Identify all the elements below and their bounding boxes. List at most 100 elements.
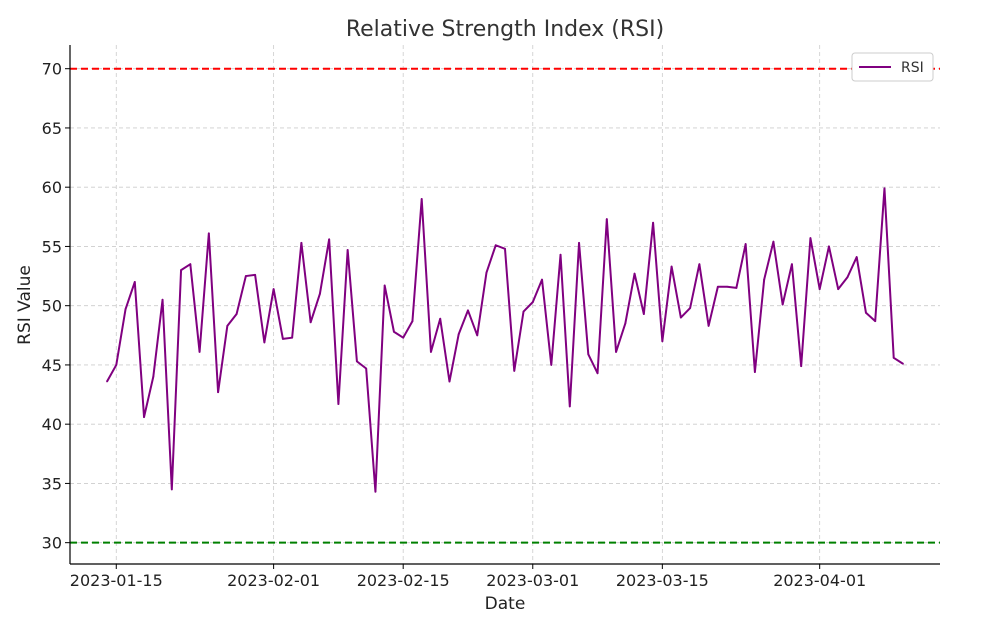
data-point — [615, 351, 617, 353]
data-point — [161, 298, 164, 301]
data-point — [402, 336, 405, 339]
data-point — [624, 322, 627, 325]
data-point — [383, 284, 386, 287]
data-point — [448, 380, 451, 383]
data-point — [522, 310, 525, 313]
data-point — [661, 340, 664, 343]
x-tick-label: 2023-04-01 — [773, 571, 866, 590]
y-ticks: 30 35 40 45 50 55 60 65 70 — [42, 60, 70, 553]
data-point — [217, 391, 219, 394]
data-point — [207, 232, 210, 235]
data-point — [791, 263, 793, 266]
axes — [69, 45, 940, 565]
x-tick-label: 2023-03-15 — [616, 571, 709, 590]
data-point — [531, 301, 534, 304]
data-point — [133, 281, 136, 283]
data-point — [180, 269, 182, 272]
data-point — [467, 309, 469, 312]
data-point — [818, 288, 821, 290]
data-point — [652, 221, 654, 224]
data-point — [902, 362, 904, 365]
data-point — [244, 275, 247, 277]
data-point — [504, 247, 506, 250]
y-tick-label: 50 — [42, 297, 62, 316]
x-ticks: 2023-01-15 2023-02-01 2023-02-15 2023-03-01… — [70, 564, 866, 590]
data-point — [439, 317, 442, 320]
chart-title: Relative Strength Index (RSI) — [346, 17, 664, 42]
data-point — [679, 316, 682, 319]
data-point — [356, 360, 358, 363]
data-point — [716, 285, 719, 288]
data-point — [411, 320, 414, 322]
data-point — [263, 341, 266, 344]
data-point — [291, 336, 294, 339]
data-point — [476, 334, 479, 337]
data-point — [744, 243, 747, 245]
data-point — [874, 320, 877, 322]
data-point — [420, 198, 423, 200]
data-point — [124, 308, 127, 311]
data-point — [883, 187, 886, 190]
data-point — [800, 365, 803, 368]
data-point — [226, 324, 229, 327]
data-point — [809, 237, 812, 240]
data-point — [393, 330, 395, 333]
data-point — [346, 249, 349, 251]
data-point — [541, 278, 543, 281]
data-point — [189, 263, 192, 266]
data-point — [689, 307, 692, 309]
data-point — [587, 353, 590, 356]
data-point — [707, 324, 710, 327]
data-point — [337, 403, 340, 405]
data-point — [633, 272, 636, 275]
x-tick-label: 2023-02-15 — [357, 571, 450, 590]
data-point — [550, 364, 553, 366]
y-tick-label: 60 — [42, 178, 62, 197]
y-tick-label: 30 — [42, 534, 62, 553]
x-tick-label: 2023-03-01 — [486, 571, 579, 590]
data-point — [328, 238, 331, 241]
data-point — [855, 256, 858, 258]
data-point — [281, 337, 284, 340]
data-point — [309, 321, 312, 324]
data-point — [143, 416, 145, 418]
data-point — [494, 244, 497, 247]
data-point — [300, 241, 303, 244]
x-tick-label: 2023-01-15 — [70, 571, 163, 590]
legend: RSI — [851, 52, 934, 82]
data-point — [753, 371, 756, 373]
data-point — [559, 253, 562, 256]
data-point — [254, 273, 257, 276]
y-tick-label: 45 — [42, 356, 62, 375]
data-point — [115, 364, 118, 366]
data-point — [568, 405, 571, 408]
data-point — [198, 351, 201, 353]
data-point — [763, 278, 766, 281]
data-point — [318, 292, 321, 295]
series-layer — [106, 187, 904, 493]
data-point — [596, 372, 599, 375]
y-tick-label: 65 — [42, 119, 62, 138]
x-axis-label: Date — [485, 594, 526, 614]
data-point — [365, 367, 368, 370]
data-point — [485, 271, 488, 274]
y-tick-label: 70 — [42, 60, 62, 79]
data-point — [578, 241, 580, 244]
data-point — [781, 303, 784, 306]
grid — [70, 45, 940, 564]
y-axis-label: RSI Value — [15, 265, 35, 345]
data-point — [272, 288, 275, 290]
data-point — [430, 351, 432, 353]
y-tick-label: 40 — [42, 415, 62, 434]
data-point — [457, 333, 460, 336]
data-point — [374, 490, 377, 493]
y-tick-label: 35 — [42, 474, 62, 493]
legend-box — [851, 52, 934, 82]
series-line-rsi — [106, 187, 904, 493]
data-point — [106, 380, 108, 383]
y-tick-label: 55 — [42, 237, 62, 256]
data-point — [170, 488, 173, 491]
reference-lines — [70, 67, 940, 544]
data-point — [152, 375, 155, 378]
data-point — [698, 263, 701, 266]
